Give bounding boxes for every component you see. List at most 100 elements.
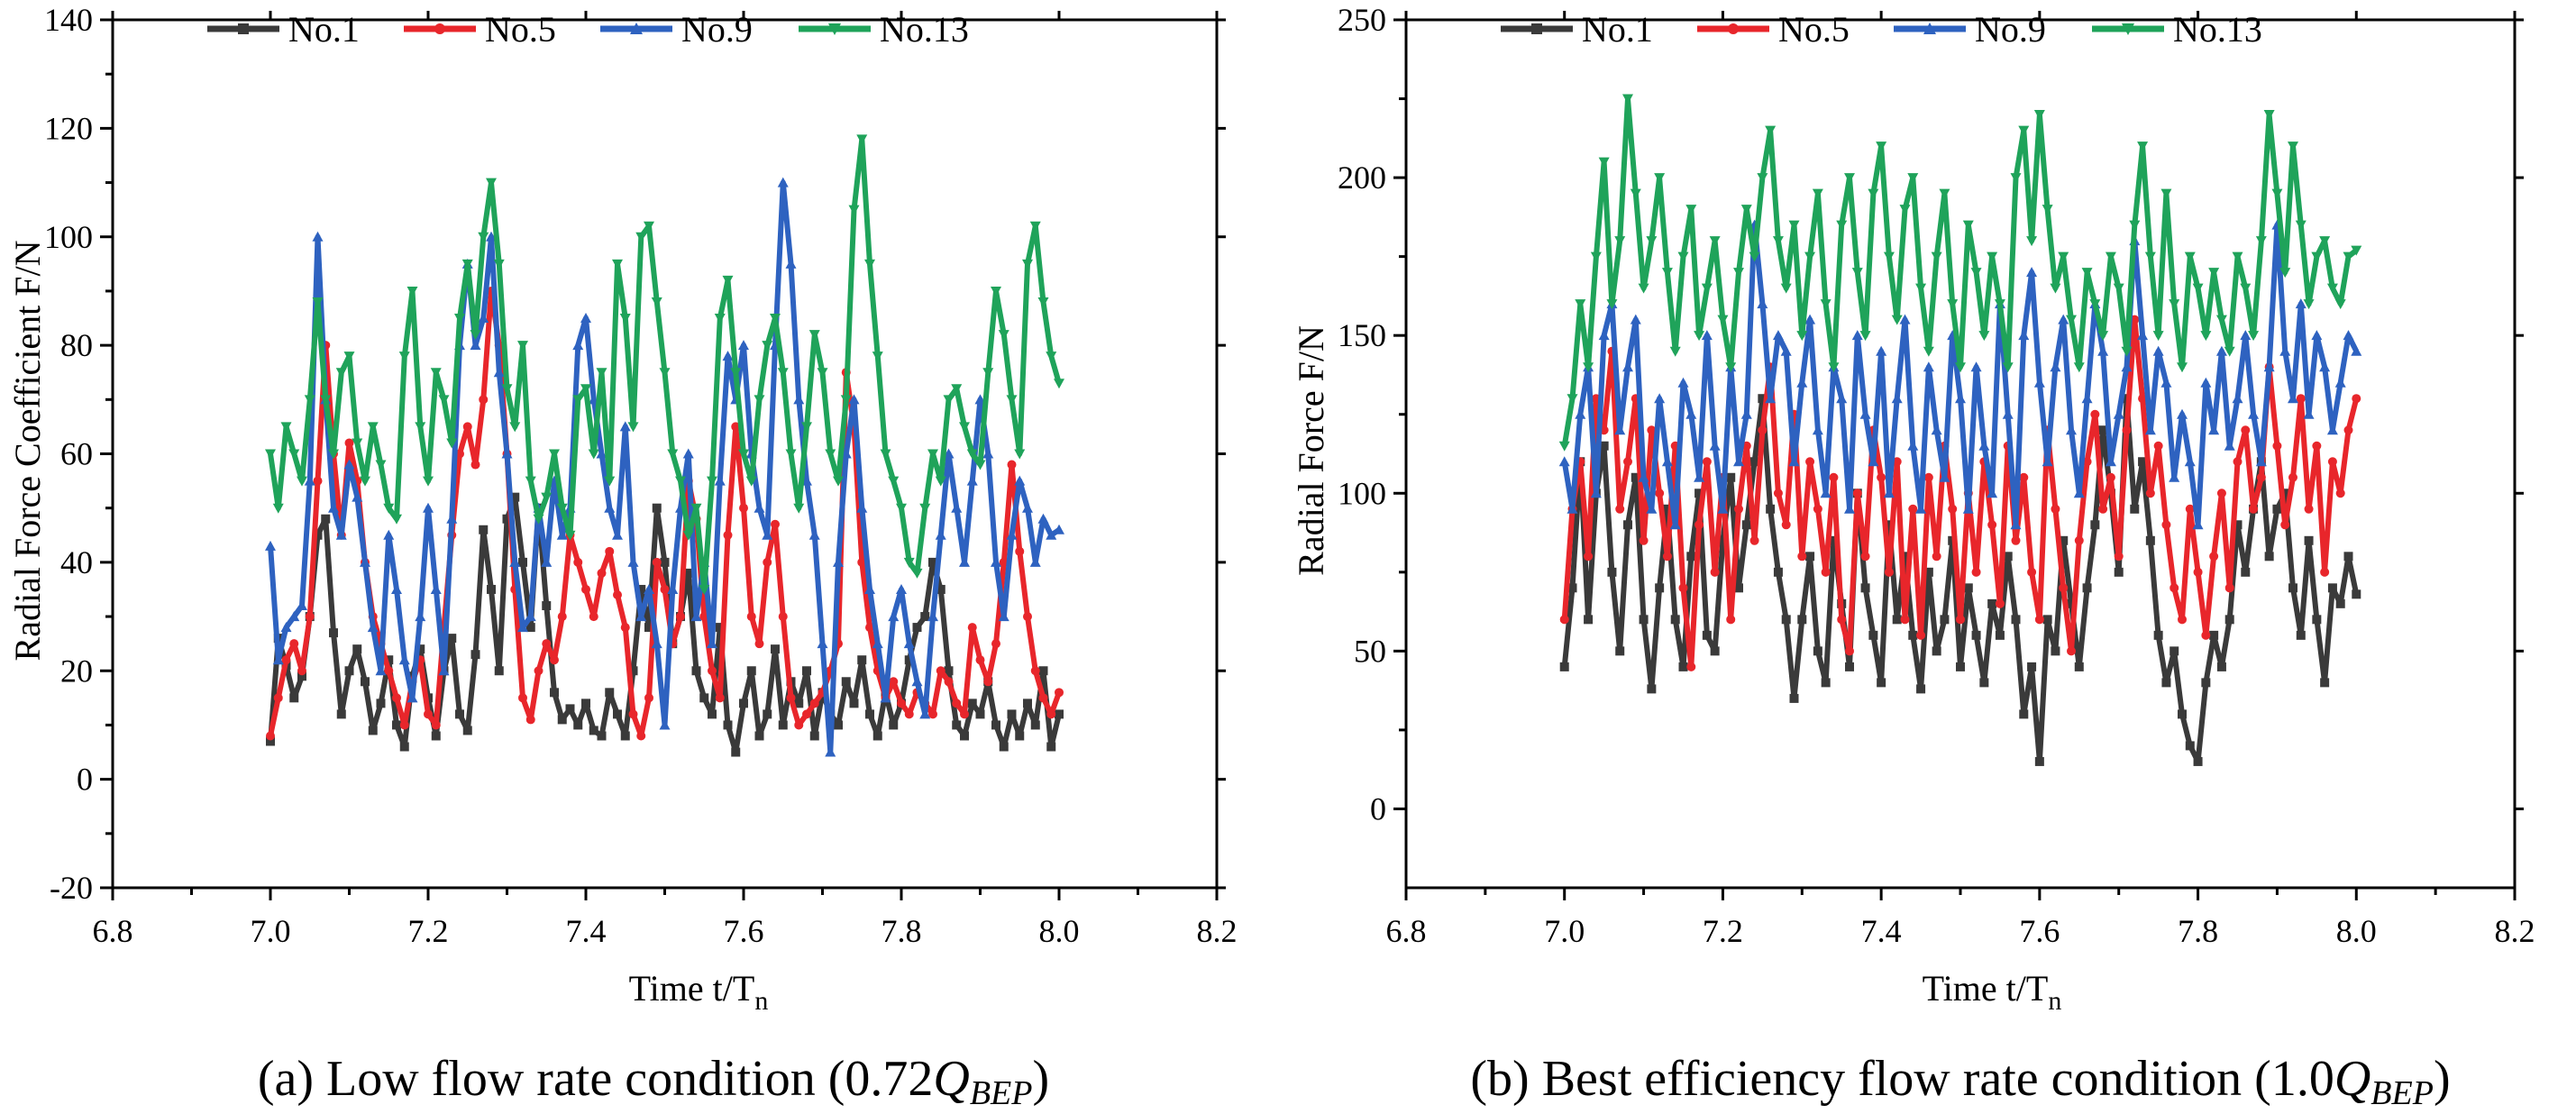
panel-a-series-no5-point <box>557 612 567 622</box>
panel-a-series-no1-point <box>699 693 709 703</box>
panel-b-series-no5-point <box>1726 615 1736 625</box>
panel-a-x-tick-label: 7.8 <box>882 913 922 949</box>
panel-a-series-no1-point <box>589 726 598 735</box>
panel-b-x-tick-label: 6.8 <box>1386 913 1427 949</box>
panel-b-y-tick-label: 200 <box>1338 160 1386 196</box>
panel-b-series-no9-point <box>2137 330 2149 341</box>
panel-a-series-no9-point <box>328 502 339 513</box>
panel-b-series-no9-point <box>2113 408 2124 419</box>
panel-a-series-no13-point <box>375 460 387 470</box>
panel-a-series-no5-point <box>313 476 323 486</box>
panel-b-series-no13-point <box>2050 283 2061 294</box>
panel-b-series-no13-point <box>1757 173 1768 184</box>
panel-b-series-no9-point <box>1733 456 1744 467</box>
panel-b-series-no1-point <box>1900 552 1910 562</box>
panel-b-series-no13-point <box>2240 283 2252 294</box>
panel-b-series-no13-point <box>1820 299 1832 310</box>
panel-b-series-no1-point <box>1615 646 1625 656</box>
panel-b-series-no5-point <box>1948 504 1958 514</box>
panel-a-series-no9-point <box>872 638 883 649</box>
panel-a-series-no5-point <box>802 709 811 719</box>
panel-b-series-no13-point <box>1717 315 1729 325</box>
panel-b-series-no1-point <box>1805 552 1815 562</box>
panel-b-y-axis-label: Radial Force F/N <box>1291 325 1331 576</box>
panel-a-series-no1-point <box>368 726 378 735</box>
panel-b-series-no13-point <box>2215 315 2227 325</box>
panel-a-series-no1-point <box>462 726 472 735</box>
panel-a-series-no9-point <box>1014 475 1026 486</box>
panel-a-y-tick-label: 0 <box>77 762 93 798</box>
panel-a-series-no13-point <box>840 395 852 406</box>
panel-a-series-no13-point <box>328 449 339 460</box>
panel-a-series-no5-point <box>518 693 527 703</box>
panel-a-series-no1-point <box>849 699 859 708</box>
panel-a-series-no1-point <box>802 666 811 676</box>
panel-a-series-no5-point <box>1046 709 1056 719</box>
panel-b-series-no9-point <box>2208 425 2220 435</box>
panel-a-series-no9-point <box>596 448 607 459</box>
panel-b-series-no9-point <box>2105 456 2116 467</box>
panel-a-series-no13-point <box>1046 352 1057 362</box>
panel-b-series-no5-point <box>2106 472 2115 482</box>
panel-b-series-no1-point <box>1631 472 1640 482</box>
panel-b-series-no5-point <box>1559 615 1569 625</box>
panel-b-series-no5-point <box>1860 552 1870 562</box>
panel-b-series-no5-point <box>2178 615 2187 625</box>
panel-b-series-no1-point <box>2145 535 2155 545</box>
panel-a-series-no9-point <box>919 708 931 719</box>
panel-b-x-axis-label: Time t/Tn <box>1923 968 2062 1016</box>
panel-a-series-no9-point <box>825 746 836 757</box>
panel-b-series-no13-point <box>2263 110 2275 121</box>
panel-a-series-no1-point <box>384 655 394 665</box>
panel-a-series-no13-point <box>541 492 553 503</box>
panel-a-series-no13-point <box>848 205 860 215</box>
panel-a-series-no13-point <box>730 368 742 379</box>
panel-a-series-no9-point <box>777 177 789 187</box>
panel-a-series-no13-point <box>991 286 1001 297</box>
panel-b-series-no1-point <box>1868 630 1878 640</box>
panel-a-series-no1-point <box>644 623 653 633</box>
panel-a-series-no5-point <box>620 623 630 633</box>
panel-a-series-no1-point <box>771 644 780 654</box>
panel-b-series-no5-point <box>2059 583 2069 593</box>
panel-a-series-no9-point <box>375 665 387 676</box>
panel-a-series-no5-point <box>944 677 954 687</box>
panel-a-series-no5-point <box>889 677 899 687</box>
panel-a-legend-no1-label: No.1 <box>288 9 360 50</box>
panel-b-series-no9-point <box>1598 330 1610 341</box>
panel-a-y-tick-label: 120 <box>44 110 93 146</box>
panel-b-series-no1-point <box>1860 583 1870 593</box>
panel-b-series-no5-point <box>1837 615 1847 625</box>
panel-a-series-no1-point <box>920 612 930 622</box>
panel-a-legend-no13-marker <box>828 23 841 35</box>
panel-b-series-no13-point <box>2279 268 2291 278</box>
panel-b-series-no5-point <box>1647 425 1657 435</box>
panel-a-series-no13-point <box>903 557 915 568</box>
panel-b-series-no9-point <box>2248 408 2260 419</box>
panel-a-series-no9-point <box>864 583 875 594</box>
panel-a-series-no5-point <box>771 519 780 529</box>
panel-b-series-no1-point <box>1584 615 1594 625</box>
panel-b-series-no9-point <box>2144 425 2156 435</box>
panel-b-legend-no5-label: No.5 <box>1778 9 1850 50</box>
panel-a-series-no13-point <box>383 503 395 514</box>
panel-b-series-no13-point <box>2169 299 2180 310</box>
panel-a-series-no1-point <box>904 655 914 665</box>
panel-a-series-no13-point <box>911 568 923 579</box>
panel-b-series-no13-point <box>1978 331 1990 342</box>
panel-a-series-no13-point <box>927 449 938 460</box>
panel-b-series-no5-point <box>2027 567 2037 577</box>
panel-a-series-no5-point <box>952 699 962 708</box>
panel-b-series-no9-point <box>1970 361 1982 372</box>
panel-a-y-axis-label: Radial Force Coefficient F/N <box>7 241 48 662</box>
panel-a-series-no1-point <box>809 731 819 741</box>
panel-b-series-no13-point <box>2334 299 2346 310</box>
panel-a-series-no13-point <box>738 449 749 460</box>
panel-a-caption: (a) Low flow rate condition (0.72QBEP) <box>258 1051 1049 1112</box>
panel-a-series-no13-point <box>888 476 900 487</box>
panel-b-series-no13-point <box>2248 331 2260 342</box>
panel-b-series-no1-point <box>1979 678 1989 688</box>
panel-a-series-no5-point <box>778 612 788 622</box>
panel-a-legend-no5-marker <box>434 23 445 34</box>
panel-a-series-no1-point <box>557 715 567 725</box>
